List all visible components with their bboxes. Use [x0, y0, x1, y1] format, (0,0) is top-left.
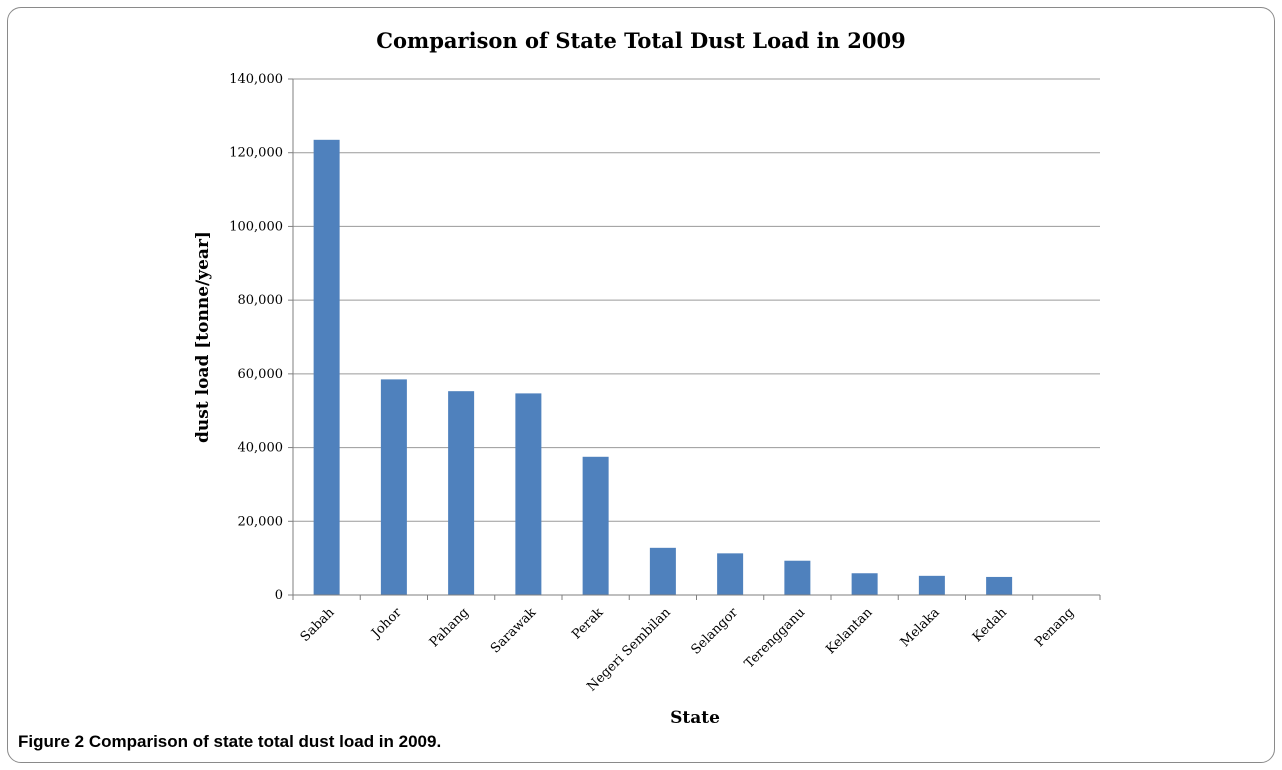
y-tick-label: 20,000	[238, 514, 284, 529]
axes	[288, 79, 1100, 600]
caption-text: Figure 2 Comparison of state total dust …	[18, 732, 441, 751]
x-tick-label: Sabah	[298, 605, 338, 645]
y-tick-label: 120,000	[229, 146, 283, 161]
x-tick-label: Kedah	[970, 605, 1010, 645]
x-tick-label: Kelantan	[823, 605, 876, 658]
x-tick-label: Terengganu	[742, 605, 808, 671]
bar-selangor	[717, 553, 743, 595]
x-tick-label: Melaka	[898, 605, 943, 650]
y-tick-label: 60,000	[238, 367, 284, 382]
bar-terengganu	[784, 561, 810, 595]
y-tick-label: 40,000	[238, 441, 284, 456]
y-tick-label: 140,000	[229, 72, 283, 87]
bar-kedah	[986, 577, 1012, 595]
gridlines	[293, 79, 1100, 521]
x-tick-label: Johor	[368, 605, 406, 643]
bar-sarawak	[515, 393, 541, 595]
x-tick-label: Selangor	[688, 605, 741, 658]
figure-caption: Figure 2 Comparison of state total dust …	[18, 732, 441, 752]
y-tick-label: 80,000	[238, 293, 284, 308]
y-tick-label: 100,000	[229, 219, 283, 234]
chart-title: Comparison of State Total Dust Load in 2…	[376, 28, 905, 53]
x-tick-label: Pahang	[427, 605, 472, 650]
bar-johor	[381, 379, 407, 595]
bar-perak	[583, 457, 609, 595]
bar-kelantan	[852, 573, 878, 595]
bar-pahang	[448, 391, 474, 595]
x-tick-label: Sarawak	[488, 605, 539, 656]
y-axis-label: dust load [tonne/year]	[193, 231, 213, 443]
bar-melaka	[919, 576, 945, 595]
x-axis-label: State	[670, 708, 720, 728]
bar-negeri-sembilan	[650, 548, 676, 595]
x-tick-label: Perak	[569, 605, 606, 642]
y-tick-label: 0	[275, 588, 283, 603]
x-tick-label: Penang	[1032, 605, 1077, 650]
y-tick-labels: 0 20,000 40,000 60,000 80,000 100,000 120,000 1…	[229, 72, 283, 603]
bar-sabah	[314, 140, 340, 595]
bar-series	[314, 140, 1013, 595]
